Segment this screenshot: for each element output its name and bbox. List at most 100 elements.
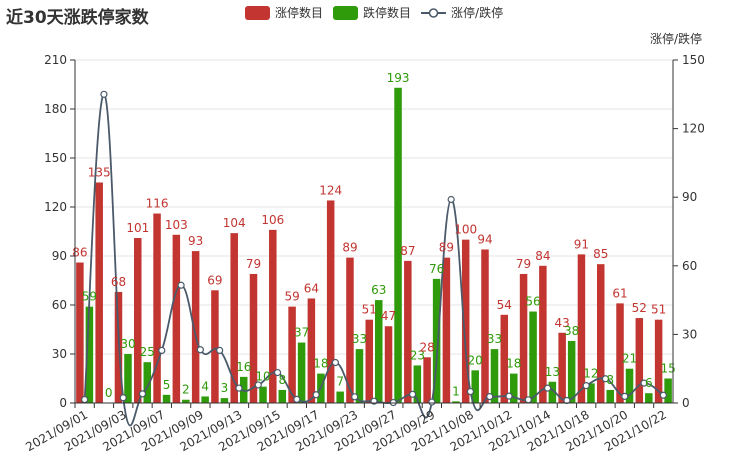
- data-label-limit-down: 18: [313, 357, 328, 371]
- bar-limit-up: [384, 326, 393, 403]
- bar-limit-up: [76, 262, 84, 403]
- data-label-limit-down: 6: [645, 376, 653, 390]
- bar-limit-down: [413, 365, 422, 403]
- data-label-limit-down: 18: [506, 357, 521, 371]
- data-label-limit-up: 61: [612, 286, 627, 300]
- bar-limit-down: [336, 391, 344, 403]
- bar-limit-down: [124, 354, 132, 403]
- legend-label-ratio: 涨停/跌停: [451, 6, 504, 20]
- bar-limit-down: [625, 368, 634, 403]
- bar-limit-up: [307, 298, 316, 403]
- ratio-point: [100, 90, 108, 98]
- left-axis-tick-label: 60: [52, 298, 67, 312]
- data-label-limit-up: 47: [381, 309, 396, 323]
- ratio-point: [601, 375, 610, 383]
- bar-limit-down: [201, 396, 209, 403]
- data-label-limit-down: 30: [120, 337, 135, 351]
- ratio-point: [428, 398, 436, 406]
- left-axis-tick-label: 180: [44, 102, 67, 116]
- bar-limit-up: [654, 319, 663, 403]
- left-axis-tick-label: 30: [52, 347, 67, 361]
- left-axis-tick-label: 210: [44, 53, 67, 67]
- legend-item-limit-up[interactable]: 涨停数目: [245, 4, 323, 21]
- data-label-limit-down: 25: [140, 345, 155, 359]
- legend-item-ratio[interactable]: 涨停/跌停: [421, 4, 503, 21]
- data-label-limit-up: 51: [651, 303, 666, 317]
- legend-swatch-limit-down: [333, 5, 359, 20]
- data-label-limit-down: 56: [525, 295, 540, 309]
- ratio-point: [119, 394, 127, 402]
- bar-limit-down: [432, 278, 441, 403]
- bar-limit-up: [442, 257, 451, 403]
- ratio-point: [312, 391, 320, 399]
- bar-limit-up: [423, 357, 431, 403]
- data-label-limit-down: 21: [622, 352, 637, 366]
- right-axis-tick-label: 0: [682, 396, 690, 410]
- ratio-point: [544, 384, 552, 392]
- data-label-limit-down: 2: [182, 383, 190, 397]
- data-label-limit-up: 103: [165, 218, 188, 232]
- data-label-limit-up: 100: [454, 223, 477, 237]
- bar-limit-up: [616, 303, 624, 403]
- bar-limit-up: [191, 251, 200, 403]
- bar-limit-down: [645, 393, 653, 403]
- data-label-limit-down: 10: [255, 370, 270, 384]
- bar-limit-down: [471, 370, 479, 403]
- bar-limit-up: [249, 273, 258, 403]
- data-label-limit-down: 33: [487, 332, 502, 346]
- data-label-limit-up: 86: [72, 246, 87, 260]
- bar-limit-down: [355, 349, 364, 403]
- left-axis-tick-label: 150: [44, 151, 67, 165]
- data-label-limit-up: 89: [439, 241, 454, 255]
- chart-title: 近30天涨跌停家数: [6, 8, 149, 28]
- ratio-point: [331, 358, 340, 367]
- ratio-line-path: [83, 93, 664, 427]
- legend: 涨停数目 跌停数目 涨停/跌停: [245, 4, 513, 21]
- data-label-limit-up: 87: [400, 244, 415, 258]
- data-label-limit-up: 51: [362, 303, 377, 317]
- ratio-point: [293, 395, 301, 403]
- ratio-point: [466, 387, 475, 396]
- data-label-limit-up: 93: [188, 234, 203, 248]
- bar-limit-up: [481, 249, 489, 403]
- bar-limit-up: [269, 229, 277, 403]
- data-labels: 8659135068301012511651032934693104167910…: [72, 71, 675, 400]
- data-label-limit-down: 1: [452, 384, 460, 398]
- ratio-point: [524, 396, 532, 404]
- data-label-limit-down: 8: [278, 373, 286, 387]
- data-label-limit-up: 43: [555, 316, 570, 330]
- ratio-point: [138, 390, 147, 398]
- bar-limit-up: [95, 182, 103, 403]
- bar-limit-down: [587, 383, 595, 403]
- ratio-point: [273, 368, 282, 377]
- legend-label-limit-up: 涨停数目: [275, 6, 324, 20]
- right-axis-tick-label: 150: [682, 53, 705, 67]
- ratio-point: [640, 379, 648, 387]
- legend-item-limit-down[interactable]: 跌停数目: [333, 4, 411, 21]
- bar-limit-down: [182, 399, 190, 403]
- data-label-limit-up: 116: [146, 197, 169, 211]
- ratio-point: [235, 384, 243, 392]
- ratio-point: [408, 390, 417, 398]
- data-label-limit-down: 33: [352, 332, 367, 346]
- bar-limit-down: [278, 389, 287, 403]
- ratio-point: [158, 346, 166, 355]
- bar-limit-up: [596, 264, 605, 403]
- legend-label-limit-down: 跌停数目: [363, 6, 412, 20]
- bar-limit-down: [529, 311, 537, 403]
- right-axis-tick-label: 60: [682, 259, 697, 273]
- bar-limit-up: [153, 213, 161, 403]
- data-label-limit-up: 124: [319, 183, 342, 197]
- ratio-point: [621, 392, 629, 400]
- data-label-limit-up: 59: [284, 290, 299, 304]
- right-axis-tick-label: 120: [682, 122, 705, 136]
- data-label-limit-down: 193: [387, 71, 410, 85]
- data-label-limit-up: 64: [304, 281, 319, 295]
- data-label-limit-down: 13: [545, 365, 560, 379]
- data-label-limit-down: 59: [82, 290, 97, 304]
- data-label-limit-down: 38: [564, 324, 579, 338]
- bar-limit-up: [461, 239, 470, 403]
- ratio-point: [582, 382, 590, 390]
- data-label-limit-up: 85: [593, 247, 608, 261]
